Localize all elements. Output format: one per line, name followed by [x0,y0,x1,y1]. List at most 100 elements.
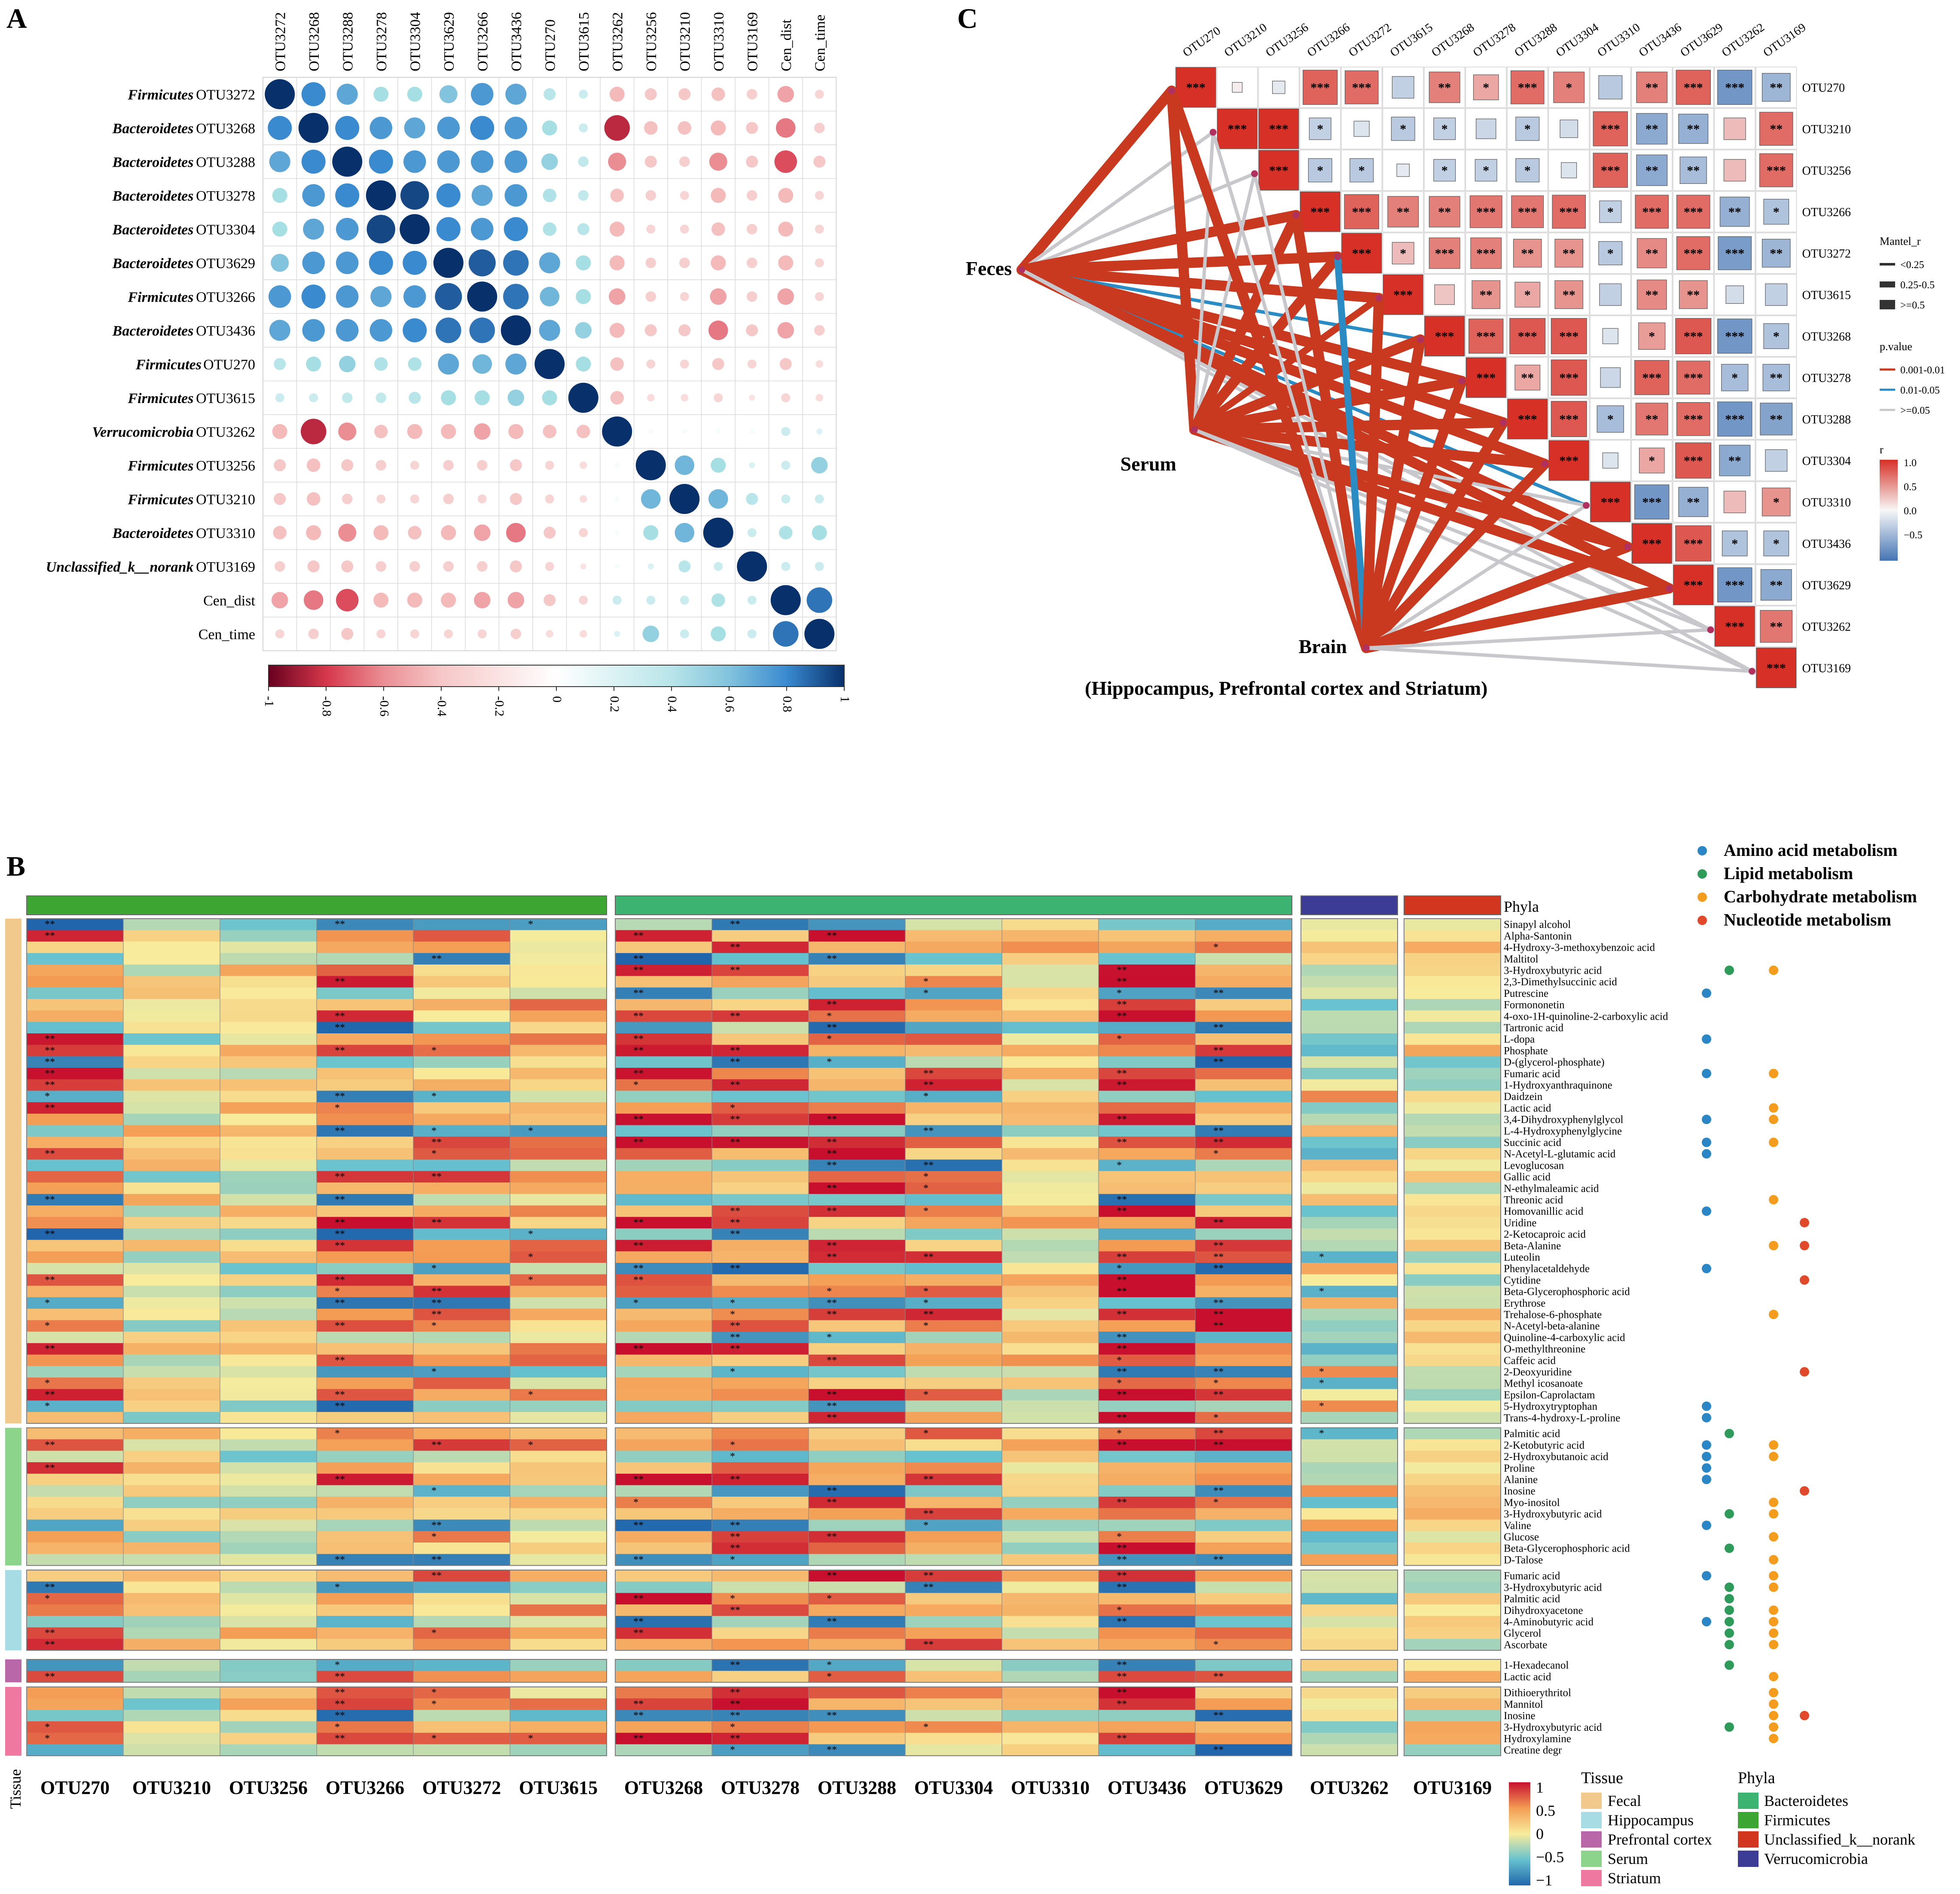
heat-cell [123,1194,220,1206]
phyla-bar [1404,895,1501,915]
heat-cell [27,976,123,988]
heat-colorbar-tick: −1 [1536,1872,1552,1889]
heat-cell [1002,999,1099,1011]
colorbar-tick-label: -1 [262,696,276,707]
correlation-circle [680,224,689,234]
heat-sig: * [730,1593,735,1604]
correlation-circle [575,322,592,339]
heat-cell [1404,1604,1501,1616]
mantel-cell [1553,71,1585,103]
correlation-circle [268,116,292,140]
pathway-dot [1702,1069,1711,1078]
correlation-circle [438,353,459,375]
mantel-cell [1635,195,1669,229]
heat-cell [1099,1604,1195,1616]
heat-cell [123,1079,220,1091]
mantel-cell [1639,447,1665,474]
heat-cell [1099,1217,1195,1229]
heat-cell [1301,1604,1398,1616]
heat-cell [712,1400,809,1412]
heat-cell [510,1205,607,1217]
heat-cell [510,1732,607,1744]
row-otu-label: OTU3629 [196,256,255,272]
heat-cell [220,1217,317,1229]
heat-cell [220,1354,317,1366]
mantel-cell [1465,357,1506,398]
mantel-cell [1631,523,1672,564]
correlation-circle [304,590,324,610]
heat-cell [712,1297,809,1309]
correlation-circle [336,251,359,274]
heat-sig: ** [1213,1240,1224,1251]
heat-cell [510,1554,607,1566]
mantel-cell [1763,199,1789,225]
heat-cell [123,1744,220,1756]
heat-cell [712,1627,809,1639]
heat-cell [413,1570,510,1582]
heat-cell [1099,1616,1195,1628]
mantel-link [1365,646,1754,673]
correlation-circle [400,181,429,210]
metabolite-label: Maltitol [1504,953,1539,965]
correlation-circle [306,356,321,372]
heat-sig: ** [827,1389,837,1400]
heat-cell [905,1485,1002,1497]
heat-cell [615,964,712,976]
heat-cell [905,1543,1002,1555]
pathway-dot [1769,1628,1778,1638]
correlation-circle [543,526,556,539]
heat-sig: ** [45,1057,55,1068]
heat-cell [809,1378,905,1390]
mantel-node [1707,626,1714,633]
heat-cell [1404,1698,1501,1710]
heat-cell [712,1240,809,1252]
correlation-circle [678,121,691,135]
heat-cell [510,1297,607,1309]
heat-cell [1099,1343,1195,1355]
heat-sig: ** [827,1183,837,1194]
mantel-cell [1636,71,1668,103]
correlation-circle [409,561,420,572]
mantel-sig: *** [1725,578,1744,592]
heat-cell [510,953,607,965]
heat-cell [510,1113,607,1126]
metabolite-label: Threonic acid [1504,1194,1563,1206]
heat-cell [510,1091,607,1103]
mantel-link [1017,265,1384,303]
heat-cell [510,1148,607,1160]
correlation-circle [646,359,656,369]
pathway-legend-dot [1697,916,1707,925]
phyla-legend-label: Bacteroidetes [1764,1792,1848,1809]
heat-sig: * [1319,1366,1324,1378]
heat-cell [1301,1439,1398,1451]
mantel-cell [1392,242,1414,265]
heat-cell [712,1389,809,1401]
row-phylum-label: Firmicutes [127,391,193,406]
heat-sig: * [827,1671,832,1682]
heat-cell [1195,1531,1292,1543]
metabolite-label: 2-Ketobutyric acid [1504,1439,1585,1451]
correlation-circle [644,324,657,336]
heat-cell [1195,1439,1292,1451]
heat-cell [1301,1240,1398,1252]
heat-cell [1195,964,1292,976]
correlation-circle [779,526,793,540]
heat-cell [1195,1671,1292,1683]
heat-cell [413,1462,510,1474]
heat-sig: * [431,1733,437,1744]
heat-cell [123,1354,220,1366]
heat-cell [1404,999,1501,1011]
heat-cell [1301,987,1398,999]
mantel-right-label: OTU3262 [1802,620,1851,634]
heat-cell [220,1428,317,1440]
mantel-sig: * [1773,495,1780,509]
mantel-cell [1472,280,1501,309]
correlation-circle [539,252,560,274]
heat-cell [905,1217,1002,1229]
heat-cell [123,1687,220,1699]
heat-cell [905,1531,1002,1543]
row-otu-label: OTU3288 [196,154,255,170]
heat-sig: ** [45,919,55,930]
heat-cell [1002,1721,1099,1733]
heat-sig: ** [1117,1554,1127,1565]
